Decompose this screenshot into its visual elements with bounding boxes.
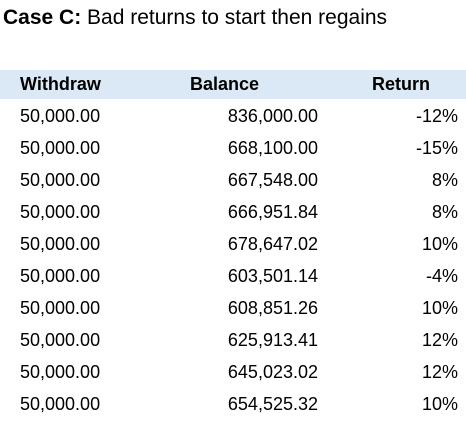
table-row: 50,000.00 667,548.00 8%	[0, 168, 466, 200]
balance-cell: 668,100.00	[227, 138, 318, 158]
withdraw-cell: 50,000.00	[20, 202, 101, 222]
table-row: 50,000.00 608,851.26 10%	[0, 296, 466, 328]
return-cell: 10%	[421, 298, 458, 318]
return-cell: 8%	[431, 170, 458, 190]
return-cell: 8%	[431, 202, 458, 222]
table-row: 50,000.00 654,525.32 10%	[0, 392, 466, 424]
table-row: 50,000.00 836,000.00 -12%	[0, 104, 466, 136]
table-body: 50,000.00 836,000.00 -12% 50,000.00 668,…	[0, 104, 466, 424]
case-description: Bad returns to start then regains	[87, 6, 388, 29]
balance-cell: 836,000.00	[227, 106, 318, 126]
balance-cell: 654,525.32	[227, 394, 318, 414]
balance-cell: 645,023.02	[227, 362, 318, 382]
balance-cell: 667,548.00	[227, 170, 318, 190]
return-cell: -4%	[425, 266, 458, 286]
case-label: Case C:	[3, 6, 82, 29]
table-row: 50,000.00 645,023.02 12%	[0, 360, 466, 392]
table-header: Withdraw Balance Return	[0, 70, 466, 99]
table-row: 50,000.00 668,100.00 -15%	[0, 136, 466, 168]
withdraw-cell: 50,000.00	[20, 138, 101, 158]
page-title: Case C: Bad returns to start then regain…	[3, 6, 387, 30]
balance-cell: 666,951.84	[227, 202, 318, 222]
withdraw-cell: 50,000.00	[20, 266, 101, 286]
return-cell: 10%	[421, 394, 458, 414]
return-cell: 10%	[421, 234, 458, 254]
return-cell: 12%	[421, 330, 458, 350]
withdraw-cell: 50,000.00	[20, 234, 101, 254]
withdraw-cell: 50,000.00	[20, 362, 101, 382]
return-cell: -12%	[415, 106, 458, 126]
table-row: 50,000.00 666,951.84 8%	[0, 200, 466, 232]
balance-cell: 678,647.02	[227, 234, 318, 254]
balance-cell: 625,913.41	[227, 330, 318, 350]
return-cell: -15%	[415, 138, 458, 158]
table-row: 50,000.00 603,501.14 -4%	[0, 264, 466, 296]
withdraw-cell: 50,000.00	[20, 394, 101, 414]
return-cell: 12%	[421, 362, 458, 382]
column-header-return: Return	[372, 74, 430, 94]
column-header-withdraw: Withdraw	[20, 74, 101, 94]
withdraw-cell: 50,000.00	[20, 298, 101, 318]
withdraw-cell: 50,000.00	[20, 170, 101, 190]
balance-cell: 603,501.14	[227, 266, 318, 286]
column-header-balance: Balance	[190, 74, 260, 94]
withdraw-cell: 50,000.00	[20, 106, 101, 126]
withdraw-cell: 50,000.00	[20, 330, 101, 350]
balance-cell: 608,851.26	[227, 298, 318, 318]
table-row: 50,000.00 678,647.02 10%	[0, 232, 466, 264]
table-row: 50,000.00 625,913.41 12%	[0, 328, 466, 360]
